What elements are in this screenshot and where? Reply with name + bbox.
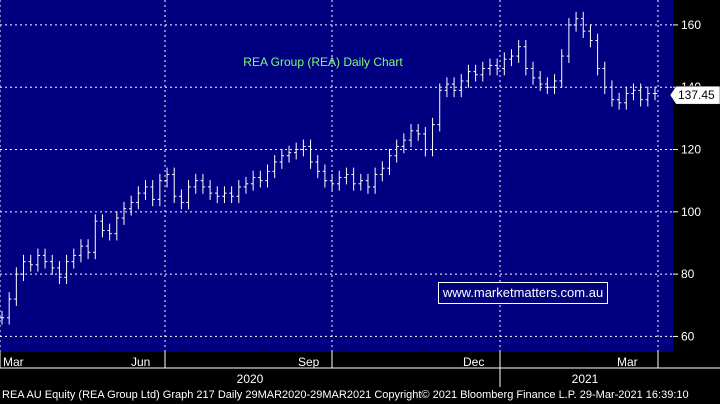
grid-lines — [0, 0, 673, 352]
x-tick-label: Mar — [3, 355, 24, 369]
right-axis-panel — [673, 0, 720, 352]
footer-info: REA AU Equity (REA Group Ltd) Graph 217 … — [0, 387, 720, 404]
bottom-axis-panel — [0, 352, 720, 387]
year-label: 2021 — [572, 372, 599, 386]
x-tick-label: Sep — [298, 355, 320, 369]
y-tick-label: 160 — [681, 18, 701, 32]
watermark-url: www.marketmatters.com.au — [438, 282, 608, 304]
year-label: 2020 — [237, 372, 264, 386]
y-tick-label: 120 — [681, 143, 701, 157]
x-tick-label: Mar — [617, 355, 638, 369]
chart-title: REA Group (REA) Daily Chart — [243, 55, 403, 69]
y-tick-label: 60 — [681, 329, 695, 343]
x-tick-label: Dec — [463, 355, 484, 369]
last-price-tag: 137.45 — [669, 85, 720, 105]
price-bars — [0, 11, 658, 325]
y-tick-label: 100 — [681, 205, 701, 219]
y-tick-label: 80 — [681, 267, 695, 281]
last-price-tag-shape — [669, 85, 720, 105]
last-price-label: 137.45 — [678, 88, 715, 102]
x-axis: Mar Jun Sep Dec Mar 2020 2021 — [0, 352, 720, 387]
x-tick-label: Jun — [131, 355, 150, 369]
